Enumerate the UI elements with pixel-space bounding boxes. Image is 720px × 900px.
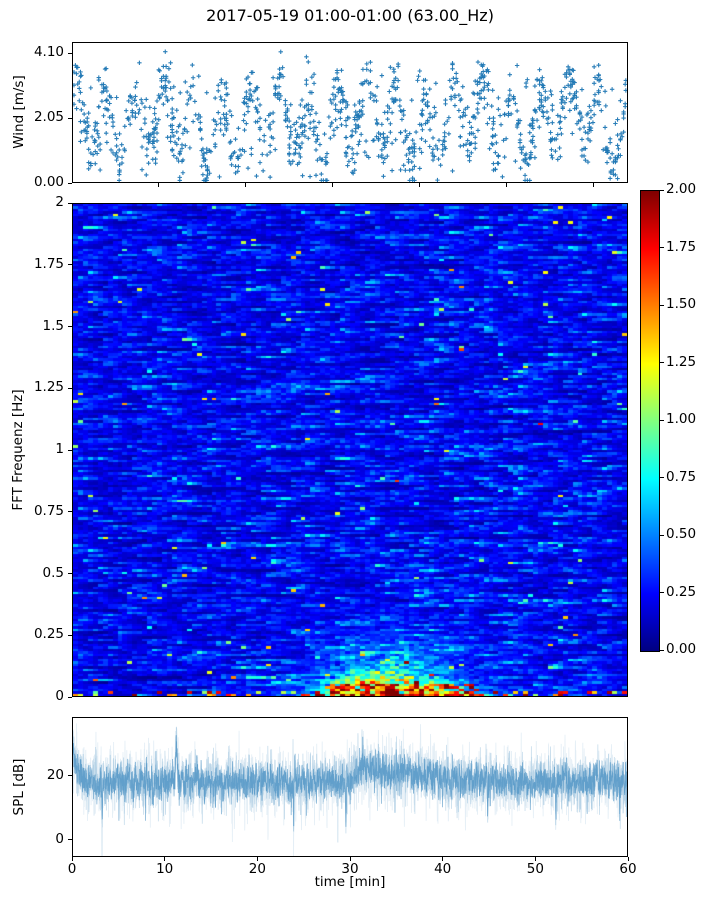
colorbar-tick-label: 1.00 — [666, 411, 697, 427]
colorbar-tick-label: 1.75 — [666, 238, 697, 255]
spectrogram-ytick-label: 1.75 — [33, 255, 64, 272]
spectrogram-ytick-mark — [68, 696, 72, 698]
spectrogram-ytick-label: 0.25 — [33, 626, 64, 643]
spectrogram-ytick-mark — [68, 634, 72, 636]
spl-axes — [72, 717, 628, 857]
colorbar-tick-label: 0.25 — [666, 583, 697, 600]
colorbar-tick-label: 1.50 — [666, 296, 697, 312]
spectrogram-ytick-label: 1.25 — [33, 379, 64, 396]
spectrogram-ytick-mark — [68, 264, 72, 266]
colorbar-tick-mark — [660, 247, 664, 248]
spectrogram-ytick-label: 0.75 — [33, 502, 64, 519]
spectrogram-ytick-mark — [68, 387, 72, 389]
wind-xtick-mark — [419, 183, 420, 187]
wind-xtick-mark — [505, 183, 507, 187]
wind-xtick-mark — [245, 183, 247, 187]
spectrogram-ytick-mark — [68, 326, 72, 327]
time-xlabel: time [min] — [314, 874, 386, 890]
spectrogram-ytick-mark — [68, 511, 72, 513]
spl-xtick-mark — [627, 857, 629, 861]
spectrogram-heatmap — [73, 204, 627, 696]
spl-ylabel: SPL [dB] — [11, 758, 27, 816]
spl-xtick-mark — [71, 857, 73, 861]
spl-xtick-label: 10 — [156, 861, 174, 877]
spl-xtick-label: 20 — [248, 861, 266, 877]
spectrogram-ytick-label: 1 — [55, 441, 64, 457]
spectrogram-ytick-label: 1.5 — [42, 317, 64, 334]
spectrogram-ytick-mark — [68, 449, 72, 451]
spl-xtick-mark — [442, 857, 444, 861]
wind-xtick-mark — [592, 183, 594, 187]
spl-xtick-label: 60 — [619, 861, 637, 877]
colorbar-tick-mark — [660, 649, 664, 651]
wind-xtick-mark — [158, 183, 160, 187]
wind-xtick-mark — [332, 183, 334, 187]
spl-line-plot — [73, 718, 627, 856]
spectrogram-axes — [72, 203, 628, 697]
wind-ytick-mark — [68, 182, 72, 184]
spectrogram-ytick-mark — [68, 202, 72, 204]
colorbar-tick-label: 2.00 — [666, 181, 697, 197]
spl-xtick-mark — [534, 857, 536, 861]
colorbar-tick-mark — [660, 534, 664, 536]
colorbar-tick-mark — [660, 419, 664, 421]
wind-ytick-mark — [68, 117, 72, 119]
wind-ytick-label: 0.00 — [33, 174, 64, 190]
spl-xtick-label: 30 — [341, 861, 359, 877]
colorbar-tick-mark — [660, 477, 664, 478]
spectrogram-ytick-mark — [68, 573, 72, 574]
spectrogram-ytick-label: 0.5 — [42, 564, 64, 581]
spl-xtick-mark — [256, 857, 258, 861]
colorbar — [640, 190, 660, 652]
figure-title: 2017-05-19 01:00-01:00 (63.00_Hz) — [206, 6, 494, 25]
colorbar-tick-mark — [660, 304, 664, 306]
spl-xtick-mark — [349, 857, 351, 861]
spl-xtick-mark — [164, 857, 166, 861]
spl-ytick-mark — [68, 775, 72, 777]
wind-ytick-label: 2.05 — [33, 109, 64, 126]
wind-ytick-mark — [68, 52, 72, 54]
colorbar-tick-mark — [660, 362, 664, 363]
colorbar-tick-label: 1.25 — [666, 353, 697, 370]
spl-ytick-label: 0 — [55, 830, 64, 847]
colorbar-tick-mark — [660, 592, 664, 593]
wind-axes — [72, 42, 628, 183]
spl-xtick-label: 40 — [434, 861, 452, 877]
wind-ytick-label: 4.10 — [33, 44, 64, 61]
spl-ytick-mark — [68, 839, 72, 841]
spl-ytick-label: 20 — [46, 766, 64, 783]
spl-xtick-label: 0 — [67, 861, 77, 877]
colorbar-tick-label: 0.75 — [666, 468, 697, 485]
colorbar-tick-label: 0.00 — [666, 641, 697, 657]
colorbar-tick-mark — [660, 189, 664, 191]
spectrogram-ytick-label: 0 — [55, 688, 64, 704]
spectrogram-ytick-label: 2 — [55, 194, 64, 210]
colorbar-gradient — [641, 191, 659, 651]
spl-xtick-label: 50 — [526, 861, 544, 877]
wind-scatter-plot — [73, 43, 627, 182]
colorbar-tick-label: 0.50 — [666, 526, 697, 542]
